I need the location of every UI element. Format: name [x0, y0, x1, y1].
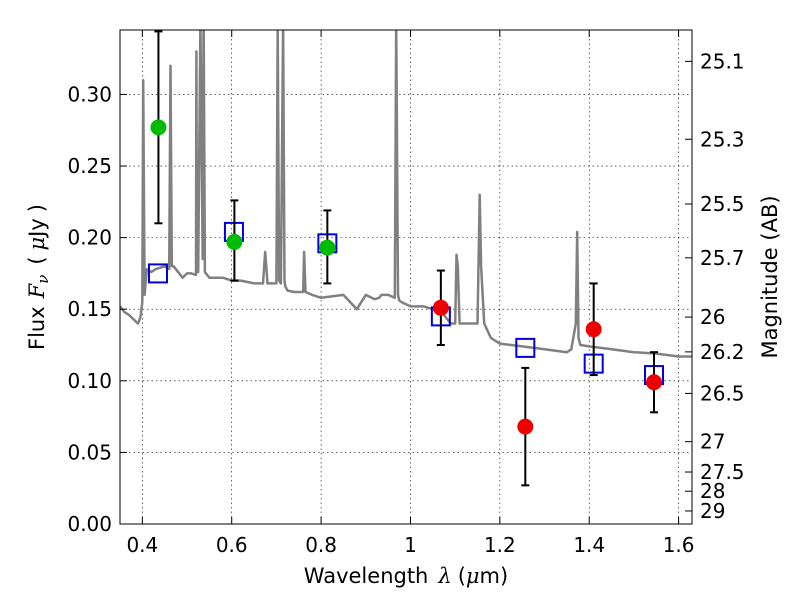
- y2-tick-label: 26.5: [700, 381, 745, 405]
- y2-tick-label: 25.5: [700, 192, 745, 216]
- y-tick-label: 0.05: [67, 440, 112, 464]
- x-tick-label: 1.2: [484, 533, 516, 557]
- y2-tick-label: 27: [700, 430, 725, 454]
- observed-points-layer: [150, 119, 663, 435]
- observed-point-green: [226, 233, 243, 250]
- y-axis-label: FluxFν(μJy): [25, 204, 52, 350]
- observed-point-red: [646, 374, 663, 391]
- observed-point-red: [585, 321, 602, 338]
- y2-tick-label: 25.3: [700, 127, 745, 151]
- tick-labels: 0.4 0.6 0.8 1 1.2 1.4 1.6 0.00 0.05 0.10 0.15 0.20 0…: [67, 49, 744, 557]
- model-photometry-square: [515, 337, 536, 358]
- y-tick-label: 0.25: [67, 154, 112, 178]
- x-tick-label: 1.4: [573, 533, 605, 557]
- y-tick-label: 0.15: [67, 297, 112, 321]
- y2-tick-label: 27.5: [700, 460, 745, 484]
- y2-tick-label: 25.7: [700, 246, 745, 270]
- y2-tick-label: 26: [700, 305, 725, 329]
- x-tick-label: 1.6: [663, 533, 695, 557]
- y-tick-label: 0.20: [67, 226, 112, 250]
- observed-point-green: [150, 119, 167, 136]
- y-tick-label: 0.30: [67, 82, 112, 106]
- observed-point-red: [517, 418, 534, 435]
- observed-point-green: [319, 239, 336, 256]
- plot-background: [120, 30, 692, 524]
- y2-tick-label: 26.2: [700, 340, 745, 364]
- model-photometry-square: [147, 263, 168, 284]
- y2-tick-label: 25.1: [700, 49, 745, 73]
- x-tick-label: 0.8: [305, 533, 337, 557]
- y2-tick-label: 29: [700, 499, 725, 523]
- x-axis-label: Wavelength λ (μm): [304, 564, 508, 588]
- model-spectrum-layer: [120, 30, 692, 358]
- y2-tick-label: 28: [700, 479, 725, 503]
- y-tick-label: 0.10: [67, 369, 112, 393]
- y2-axis-label: Magnitude (AB): [758, 195, 782, 358]
- x-tick-label: 0.4: [126, 533, 158, 557]
- observed-point-red: [432, 299, 449, 316]
- model-spectrum-line: [120, 30, 692, 358]
- y-tick-label: 0.00: [67, 512, 112, 536]
- x-tick-label: 0.6: [216, 533, 248, 557]
- plot-frame: [119, 29, 693, 525]
- axis-ticks: [120, 30, 692, 525]
- x-tick-label: 1: [404, 533, 417, 557]
